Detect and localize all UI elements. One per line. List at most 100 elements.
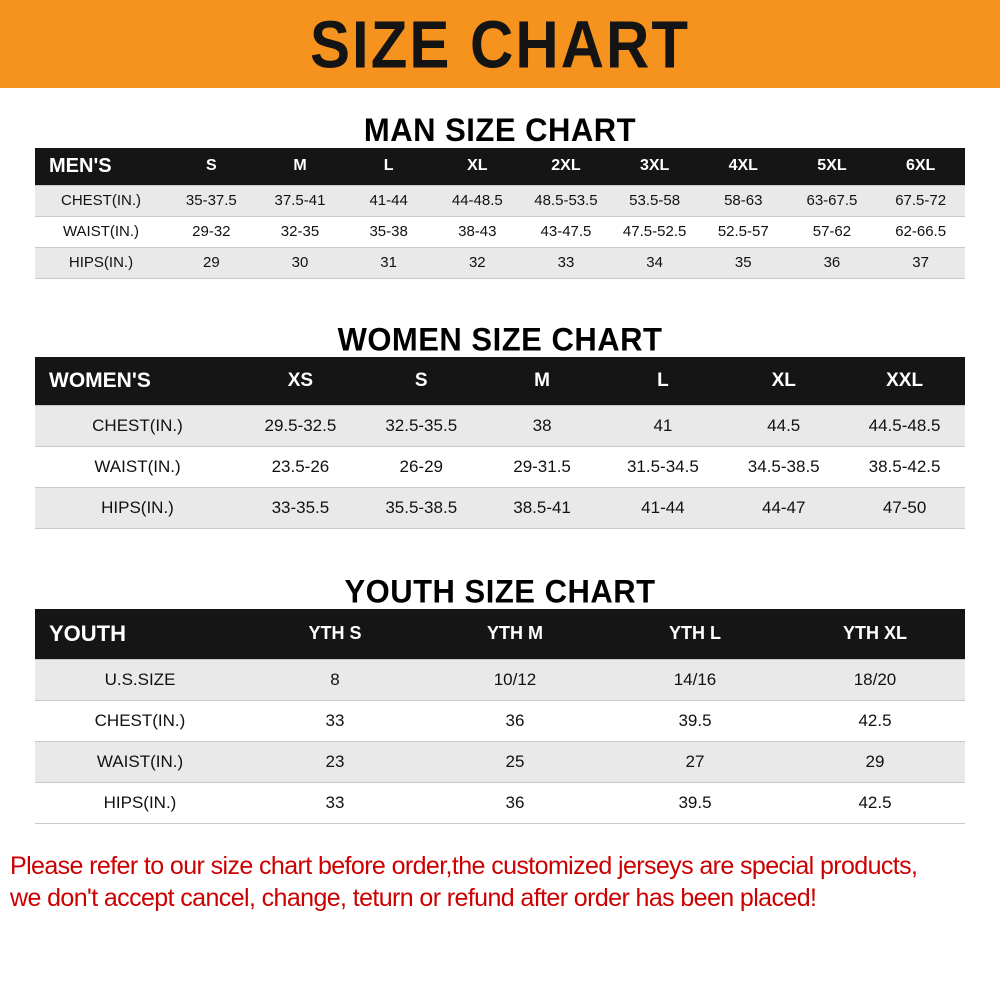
size-column-header: 3XL — [610, 148, 699, 185]
measurement-value-cell: 29 — [785, 740, 965, 783]
size-column-header: XS — [240, 356, 361, 406]
size-column-header: M — [481, 356, 603, 406]
measurement-value-cell: 29-32 — [167, 215, 256, 248]
table-row: CHEST(IN.) 29.5-32.5 32.5-35.5 38 41 44.5 44.5… — [35, 405, 965, 447]
measurement-value-cell: 31.5-34.5 — [602, 446, 724, 488]
measurement-value-cell: 52.5-57 — [698, 215, 788, 248]
measurement-value-cell: 38 — [481, 405, 603, 447]
measurement-value-cell: 27 — [605, 740, 785, 783]
youth-size-chart-heading: YOUTH SIZE CHART — [344, 573, 656, 610]
size-column-header: 4XL — [698, 148, 788, 185]
measurement-value-cell: 29 — [167, 246, 256, 279]
measurement-value-cell: 10/12 — [425, 658, 605, 701]
measurement-value-cell: 41-44 — [344, 184, 433, 217]
measurement-value-cell: 33-35.5 — [240, 487, 361, 529]
table-row: CHEST(IN.) 33 36 39.5 42.5 — [35, 699, 965, 742]
size-column-header: 2XL — [521, 148, 611, 185]
size-column-header: XL — [432, 148, 522, 185]
measurement-value-cell: 38.5-41 — [481, 487, 603, 529]
measurement-value-cell: 37.5-41 — [255, 184, 345, 217]
measurement-value-cell: 42.5 — [785, 781, 965, 824]
measurement-value-cell: 47-50 — [844, 487, 965, 529]
measurement-value-cell: 29.5-32.5 — [240, 405, 361, 447]
row-label-cell: HIPS(IN.) — [35, 246, 167, 279]
size-column-header: L — [344, 148, 433, 185]
measurement-value-cell: 36 — [425, 781, 605, 824]
table-row: HIPS(IN.) 29 30 31 32 33 34 35 36 37 — [35, 246, 965, 279]
table-title-cell: YOUTH — [35, 609, 245, 659]
disclaimer-note: Please refer to our size chart before or… — [0, 850, 1000, 915]
banner: SIZE CHART — [0, 0, 1000, 88]
measurement-value-cell: 62-66.5 — [876, 215, 965, 248]
table-title-cell: WOMEN'S — [35, 356, 240, 406]
size-column-header: YTH XL — [785, 609, 965, 659]
size-column-header: 5XL — [787, 148, 877, 185]
measurement-value-cell: 48.5-53.5 — [521, 184, 611, 217]
measurement-value-cell: 44-47 — [723, 487, 845, 529]
measurement-value-cell: 44.5-48.5 — [844, 405, 965, 447]
size-column-header: YTH M — [425, 609, 605, 659]
measurement-value-cell: 32-35 — [255, 215, 345, 248]
measurement-value-cell: 44.5 — [723, 405, 845, 447]
size-column-header: XL — [723, 356, 845, 406]
measurement-value-cell: 18/20 — [785, 658, 965, 701]
man-size-chart-heading: MAN SIZE CHART — [363, 111, 637, 149]
measurement-value-cell: 43-47.5 — [521, 215, 611, 248]
measurement-value-cell: 58-63 — [698, 184, 788, 217]
measurement-value-cell: 39.5 — [605, 781, 785, 824]
table-row: U.S.SIZE 8 10/12 14/16 18/20 — [35, 658, 965, 701]
table-row: WAIST(IN.) 29-32 32-35 35-38 38-43 43-47.5 47.… — [35, 215, 965, 248]
measurement-value-cell: 23 — [245, 740, 425, 783]
measurement-value-cell: 35-37.5 — [167, 184, 256, 217]
measurement-value-cell: 35-38 — [344, 215, 433, 248]
measurement-value-cell: 36 — [425, 699, 605, 742]
size-column-header: L — [602, 356, 724, 406]
size-column-header: 6XL — [876, 148, 965, 185]
size-column-header: YTH S — [245, 609, 425, 659]
measurement-value-cell: 29-31.5 — [481, 446, 603, 488]
table-header-row: WOMEN'S XS S M L XL XXL — [35, 356, 965, 406]
size-column-header: M — [255, 148, 345, 185]
measurement-value-cell: 33 — [521, 246, 611, 279]
measurement-value-cell: 34.5-38.5 — [723, 446, 845, 488]
measurement-value-cell: 30 — [255, 246, 345, 279]
page-title: SIZE CHART — [310, 6, 690, 82]
measurement-value-cell: 25 — [425, 740, 605, 783]
measurement-value-cell: 34 — [610, 246, 699, 279]
table-title-cell: MEN'S — [35, 148, 167, 185]
youth-size-table: YOUTH YTH S YTH M YTH L YTH XL U.S.SIZE 8 10/12… — [35, 609, 965, 824]
measurement-value-cell: 31 — [344, 246, 433, 279]
row-label-cell: CHEST(IN.) — [35, 405, 240, 447]
size-column-header: YTH L — [605, 609, 785, 659]
measurement-value-cell: 23.5-26 — [240, 446, 361, 488]
measurement-value-cell: 57-62 — [787, 215, 877, 248]
table-row: WAIST(IN.) 23.5-26 26-29 29-31.5 31.5-34.5 34… — [35, 446, 965, 488]
measurement-value-cell: 47.5-52.5 — [610, 215, 699, 248]
measurement-value-cell: 33 — [245, 699, 425, 742]
measurement-value-cell: 32.5-35.5 — [360, 405, 482, 447]
measurement-value-cell: 41 — [602, 405, 724, 447]
measurement-value-cell: 63-67.5 — [787, 184, 877, 217]
measurement-value-cell: 26-29 — [360, 446, 482, 488]
disclaimer-line-1: Please refer to our size chart before or… — [10, 851, 918, 880]
row-label-cell: WAIST(IN.) — [35, 446, 240, 488]
measurement-value-cell: 38.5-42.5 — [844, 446, 965, 488]
measurement-value-cell: 37 — [876, 246, 965, 279]
row-label-cell: U.S.SIZE — [35, 658, 245, 701]
women-size-chart-heading: WOMEN SIZE CHART — [337, 320, 663, 358]
row-label-cell: WAIST(IN.) — [35, 215, 167, 248]
measurement-value-cell: 38-43 — [432, 215, 522, 248]
measurement-value-cell: 8 — [245, 658, 425, 701]
table-row: HIPS(IN.) 33-35.5 35.5-38.5 38.5-41 41-44 44-… — [35, 487, 965, 529]
measurement-value-cell: 67.5-72 — [876, 184, 965, 217]
table-row: CHEST(IN.) 35-37.5 37.5-41 41-44 44-48.5 48.5… — [35, 184, 965, 217]
table-row: HIPS(IN.) 33 36 39.5 42.5 — [35, 781, 965, 824]
measurement-value-cell: 41-44 — [602, 487, 724, 529]
table-header-row: MEN'S S M L XL 2XL 3XL 4XL 5XL 6XL — [35, 148, 965, 185]
measurement-value-cell: 14/16 — [605, 658, 785, 701]
table-row: WAIST(IN.) 23 25 27 29 — [35, 740, 965, 783]
measurement-value-cell: 33 — [245, 781, 425, 824]
measurement-value-cell: 32 — [432, 246, 522, 279]
measurement-value-cell: 36 — [787, 246, 877, 279]
